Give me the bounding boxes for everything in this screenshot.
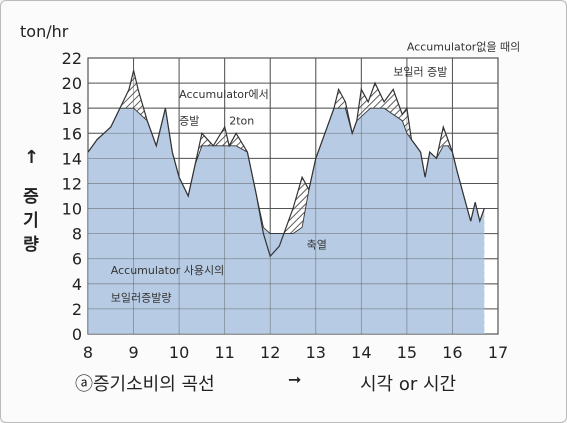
x-tick-label: 12: [260, 343, 280, 362]
y-tick-label: 10: [62, 200, 82, 219]
caption-arrow-icon: ➞: [288, 370, 302, 389]
y-tick-label: 12: [62, 174, 82, 193]
y-axis-label-char: 증: [23, 187, 39, 207]
x-tick-label: 11: [214, 343, 234, 362]
y-tick-label: 16: [62, 124, 82, 143]
annotation-text: Accumulator없을 때의: [407, 40, 520, 53]
y-tick-label: 14: [62, 149, 82, 168]
x-tick-label: 13: [306, 343, 326, 362]
area-fill: [88, 108, 485, 334]
y-tick-label: 4: [72, 275, 82, 294]
series-lines: [87, 70, 485, 258]
x-tick-label: 16: [442, 343, 462, 362]
annotation-text: Accumulator 사용시의: [111, 264, 224, 277]
series-line-with-accumulator: [87, 107, 485, 235]
tick-labels: 0 2 4 6 8 10 12 14 16 18 20 22 8 9 10 11 12 13 14 15 16 17: [62, 49, 509, 362]
y-tick-label: 22: [62, 49, 82, 68]
y-tick-label: 8: [72, 225, 82, 244]
x-tick-label: 9: [128, 343, 138, 362]
y-axis-label-char: 기: [23, 211, 39, 231]
y-tick-label: 6: [72, 250, 82, 269]
x-tick-label: 14: [351, 343, 371, 362]
y-tick-label: 0: [72, 325, 82, 344]
x-tick-label: 8: [83, 343, 93, 362]
x-tick-label: 17: [488, 343, 508, 362]
chart-caption: ⓐ증기소비의 곡선: [75, 374, 215, 395]
y-axis-label-char: 량: [23, 235, 39, 255]
boiler-area: [87, 57, 499, 335]
x-tick-label: 15: [397, 343, 417, 362]
annotation-text: Accumulator에서: [179, 88, 269, 101]
annotation-text: 보일러 증발: [393, 65, 447, 79]
y-axis-label: 증 기 량: [20, 185, 42, 257]
y-axis-arrow-icon: ↑: [24, 147, 40, 168]
annotation-text: 2ton: [229, 114, 254, 127]
annotation-text: 증발: [179, 114, 199, 127]
y-axis-unit: ton/hr: [20, 22, 69, 41]
y-tick-label: 18: [62, 99, 82, 118]
x-tick-label: 10: [169, 343, 189, 362]
x-axis-label: 시각 or 시간: [360, 374, 457, 395]
annotation-text: 축열: [307, 239, 327, 252]
annotation-text: 보일러증발량: [111, 290, 172, 304]
y-tick-label: 2: [72, 300, 82, 319]
y-tick-label: 20: [62, 74, 82, 93]
